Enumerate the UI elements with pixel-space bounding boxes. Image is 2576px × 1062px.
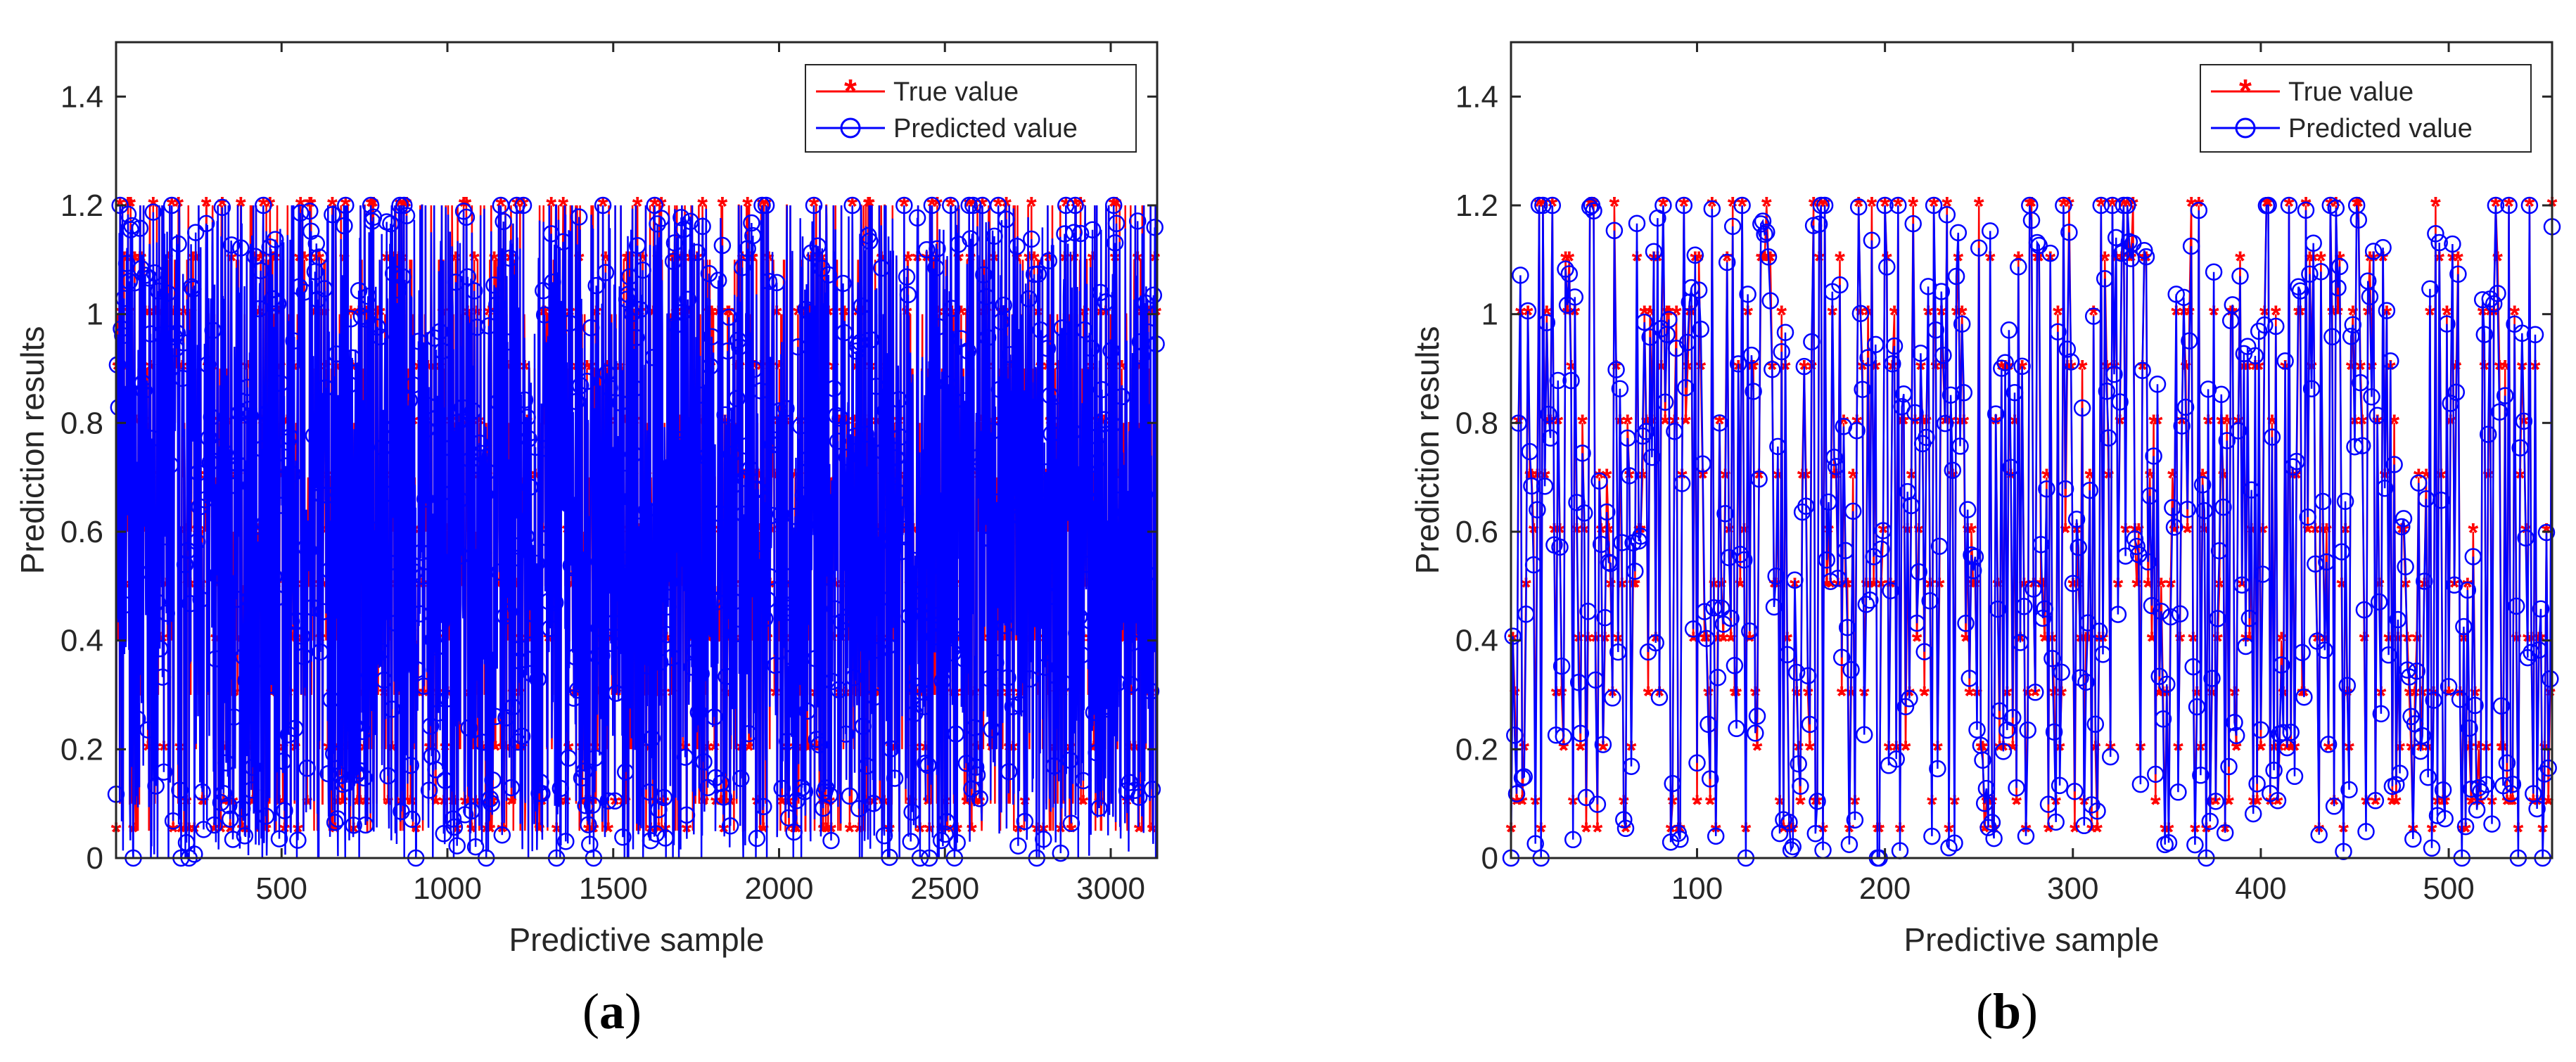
panel-a-x-tick-label: 1500 xyxy=(579,871,648,906)
panel-a-x-tick-label: 2500 xyxy=(910,871,979,906)
panel-a-caption-close: ) xyxy=(625,983,642,1039)
panel-b-caption-open: ( xyxy=(1976,983,1993,1039)
panel-a-y-tick-label: 1.4 xyxy=(60,79,103,114)
panel-a-caption: (a) xyxy=(582,983,642,1039)
panel-a-x-tick-label: 3000 xyxy=(1076,871,1145,906)
panel-b-x-axis-label: Predictive sample xyxy=(1904,921,2159,958)
panel-b-true-value-point: * xyxy=(2430,192,2441,222)
panel-a-true-value-point: * xyxy=(369,192,379,222)
panel-b-legend-predicted-label: Predicted value xyxy=(2288,114,2473,143)
panel-b-y-tick-label: 0.6 xyxy=(1455,515,1498,549)
panel-b-y-tick-label: 1.4 xyxy=(1455,79,1498,114)
panel-b-true-value-point: * xyxy=(2231,736,2242,765)
panel-b-x-tick-label: 100 xyxy=(1671,871,1723,906)
panel-b-true-value-point: * xyxy=(1581,817,1592,847)
panel-a-true-value-point: * xyxy=(148,192,158,222)
panel-b-legend: * True value Predicted value xyxy=(2200,64,2532,153)
panel-a-x-tick-label: 2000 xyxy=(745,871,814,906)
panel-a-true-value-point: * xyxy=(201,192,212,222)
panel-a-legend-true-marker: * xyxy=(844,72,857,109)
panel-b-true-value-point: * xyxy=(1609,192,1620,222)
panel-b-y-tick-label: 0.2 xyxy=(1455,732,1498,767)
panel-b-y-tick-label: 1.2 xyxy=(1455,188,1498,223)
panel-a-y-tick-label: 0.4 xyxy=(60,624,103,658)
panel-a-y-tick-label: 0.8 xyxy=(60,406,103,440)
panel-a-data-area: ****************************************… xyxy=(107,192,1165,867)
panel-a-true-value-point: * xyxy=(558,192,568,222)
panel-b-y-tick-label: 0 xyxy=(1481,841,1498,876)
panel-a-true-value-point: * xyxy=(967,817,977,847)
panel-b-y-tick-label: 1 xyxy=(1481,298,1498,332)
panel-b-true-value-point: * xyxy=(2508,791,2518,820)
panel-b-caption-close: ) xyxy=(2021,983,2038,1039)
panel-b-x-tick-label: 200 xyxy=(1859,871,1911,906)
panel-b-true-value-point: * xyxy=(1622,409,1633,439)
panel-b-true-value-point: * xyxy=(1705,791,1716,820)
panel-b-true-value-point: * xyxy=(1901,736,1911,765)
panel-a-y-tick-label: 1 xyxy=(87,298,103,332)
panel-a-y-tick-label: 1.2 xyxy=(60,188,103,223)
panel-a-true-value-point: * xyxy=(718,192,728,222)
panel-b-true-value-point: * xyxy=(2092,817,2103,847)
panel-b-true-value-point: * xyxy=(2235,246,2245,276)
panel-b-y-axis-label: Prediction results xyxy=(1409,326,1446,575)
panel-a-true-value-point: * xyxy=(419,682,429,711)
panel-a-x-tick-label: 1000 xyxy=(413,871,482,906)
panel-a-caption-open: ( xyxy=(582,983,599,1039)
panel-b-true-value-point: * xyxy=(1577,409,1588,439)
panel-b-true-value-point: * xyxy=(2182,518,2193,548)
panel-b-legend-true-label: True value xyxy=(2288,77,2414,107)
panel-b-true-value-point: * xyxy=(1692,791,1702,820)
panel-b-x-tick-label: 500 xyxy=(2423,871,2474,906)
panel-b-true-value-point: * xyxy=(1593,817,1603,847)
panel-b-true-value-point: * xyxy=(1867,192,1877,222)
panel-b-x-tick-label: 300 xyxy=(2047,871,2098,906)
panel-a-true-value-point: * xyxy=(459,192,469,222)
panel-a-true-value-point: * xyxy=(742,192,753,222)
panel-a-legend-predicted-label: Predicted value xyxy=(893,114,1078,143)
panel-b-true-value-point: * xyxy=(2333,301,2343,331)
panel-b-true-value-point: * xyxy=(1835,246,1845,276)
panel-b-true-value-point: * xyxy=(2070,817,2080,847)
panel-b-legend-true-marker: * xyxy=(2239,72,2252,109)
panel-b-true-value-point: * xyxy=(2128,192,2138,222)
panel-a-caption-letter: a xyxy=(599,983,625,1039)
panel-a-y-tick-label: 0.2 xyxy=(60,732,103,767)
panel-a-true-value-point: * xyxy=(1078,791,1089,820)
panel-b-x-tick-label: 400 xyxy=(2235,871,2286,906)
panel-a-predicted-value-series xyxy=(107,196,1165,867)
panel-b-true-value-point: * xyxy=(2064,192,2074,222)
panel-a-true-value-point: * xyxy=(168,817,179,847)
panel-a-true-value-point: * xyxy=(724,301,734,331)
panel-b-true-value-point: * xyxy=(2150,791,2161,820)
panel-a-x-tick-label: 500 xyxy=(256,871,307,906)
panel-a-true-value-point: * xyxy=(197,791,208,820)
panel-b-true-value-point: * xyxy=(1974,192,1984,222)
panel-a-true-value-point: * xyxy=(932,192,943,222)
panel-a-true-value-point: * xyxy=(632,192,643,222)
panel-a-true-value-point: * xyxy=(845,817,855,847)
panel-b-true-value-point: * xyxy=(1919,682,1930,711)
panel-b-y-tick-label: 0.4 xyxy=(1455,624,1498,658)
panel-b-true-value-point: * xyxy=(2468,518,2478,548)
panel-b-true-value-point: * xyxy=(1558,736,1569,765)
panel-b-true-value-point: * xyxy=(1517,791,1528,820)
panel-a-y-axis-label: Prediction results xyxy=(14,326,51,575)
panel-a-true-value-point: * xyxy=(1026,192,1037,222)
panel-a-legend-true-label: True value xyxy=(893,77,1019,107)
panel-a-true-value-point: * xyxy=(305,192,315,222)
panel-a-x-axis-label: Predictive sample xyxy=(509,921,764,958)
panel-a-true-value-point: * xyxy=(506,791,517,820)
panel-b-y-tick-label: 0.8 xyxy=(1455,406,1498,440)
panel-a-y-tick-label: 0 xyxy=(87,841,103,876)
chart-panel-a: ****************************************… xyxy=(14,41,1165,1039)
panel-a-legend: * True value Predicted value xyxy=(805,64,1137,153)
panel-b-caption-letter: b xyxy=(1993,983,2021,1039)
panel-a-y-tick-label: 0.6 xyxy=(60,515,103,549)
panel-b-caption: (b) xyxy=(1976,983,2038,1039)
panel-a-true-value-point: * xyxy=(697,192,708,222)
